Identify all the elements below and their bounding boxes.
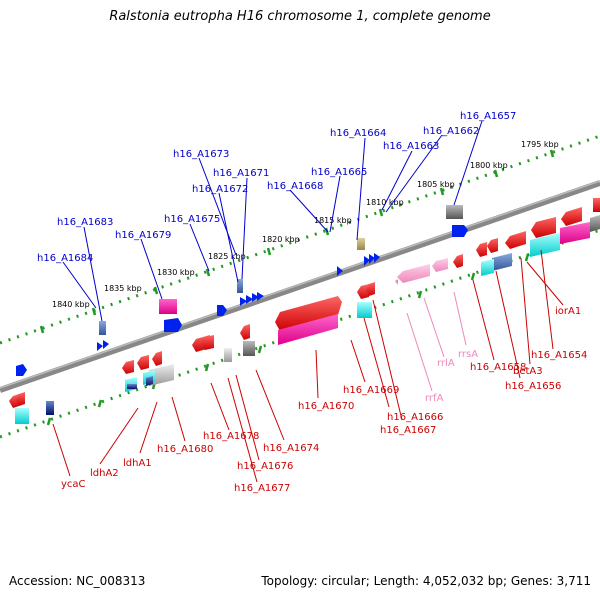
gene-h16_A1656[interactable] [530,233,560,257]
gene-label[interactable]: rrlA [437,358,455,369]
gene-iorA1[interactable] [561,207,582,226]
tick-label: 1800 kbp [470,161,508,170]
gene-label[interactable]: h16_A1664 [330,128,386,139]
gene-rrlA[interactable] [397,264,430,283]
tick-label: 1825 kbp [208,252,246,261]
gene-label[interactable]: h16_A1679 [115,230,171,241]
gene-label[interactable]: ldhA1 [123,458,152,469]
tick-label: 1840 kbp [52,300,90,309]
gene-h16_A1676[interactable] [243,341,255,356]
gene-label[interactable]: h16_A1675 [164,214,220,225]
gene-h16_A1677[interactable] [224,348,232,362]
gene-h16_A1657[interactable] [446,205,463,219]
gene-rrfA[interactable] [395,279,398,285]
tick-label: 1810 kbp [366,198,404,207]
gene-label[interactable]: h16_A1667 [380,425,436,436]
tick-label: 1835 kbp [104,284,142,293]
gene-label[interactable]: h16_A1684 [37,253,93,264]
gene-label[interactable]: ldhA2 [90,468,119,479]
tick-label: 1805 kbp [417,180,455,189]
genome-map: 1795 kbp 1800 kbp 1805 kbp 1810 kbp 1815… [0,0,600,600]
gene-label[interactable]: h16_A1677 [234,483,290,494]
gene-h16_A1679[interactable] [159,299,177,314]
gene-label[interactable]: h16_A1669 [343,385,399,396]
accession-text: Accession: NC_008313 [9,574,145,588]
gene-label[interactable]: iorA1 [555,306,581,317]
gene-feature[interactable] [16,364,27,376]
gene-h16_A1683[interactable] [99,321,106,335]
gene-label[interactable]: h16_A1666 [387,412,443,423]
gene-label[interactable]: h16_A1658 [470,362,526,373]
tick-label: 1795 kbp [521,140,559,149]
gene-label[interactable]: h16_A1676 [237,461,293,472]
genome-map-view: Ralstonia eutropha H16 chromosome 1, com… [0,0,600,600]
gene-h16_A1674[interactable] [240,324,250,340]
gene-rrsA[interactable] [432,258,448,272]
gene-label[interactable]: h16_A1670 [298,401,354,412]
rrna-label-leaders [407,292,466,391]
gene-label[interactable]: h16_A1663 [383,141,439,152]
gene-h16_A1684[interactable] [97,342,103,351]
gene-label[interactable]: h16_A1673 [173,149,229,160]
gene-ycaC[interactable] [46,401,54,415]
gene-label[interactable]: h16_A1654 [531,350,587,361]
tick-label: 1820 kbp [262,235,300,244]
gene-label[interactable]: h16_A1683 [57,217,113,228]
gene-h16_A1667[interactable] [357,302,372,318]
gene-label[interactable]: h16_A1671 [213,168,269,179]
gene-label[interactable]: h16_A1674 [263,443,319,454]
gene-label[interactable]: h16_A1662 [423,126,479,137]
gene-label[interactable]: h16_A1680 [157,444,213,455]
gene-label[interactable]: h16_A1668 [267,181,323,192]
gene-label[interactable]: h16_A1657 [460,111,516,122]
gene-label[interactable]: h16_A1678 [203,431,259,442]
gene-label[interactable]: h16_A1665 [311,167,367,178]
gene-h16_A1664[interactable] [357,238,365,250]
gene-label[interactable]: rrfA [425,393,444,404]
topology-summary: Topology: circular; Length: 4,052,032 bp… [261,574,591,588]
gene-h16_A1680[interactable] [152,351,162,366]
gene-label[interactable]: h16_A1672 [192,184,248,195]
gene-label[interactable]: h16_A1656 [505,381,561,392]
chromosome-backbone [0,183,600,390]
gene-label[interactable]: rrsA [458,349,478,360]
tick-label: 1830 kbp [157,268,195,277]
gene-label[interactable]: ycaC [61,479,86,490]
gene-h16_A1658[interactable] [492,253,512,271]
gene-h16_A1654[interactable] [560,222,590,244]
